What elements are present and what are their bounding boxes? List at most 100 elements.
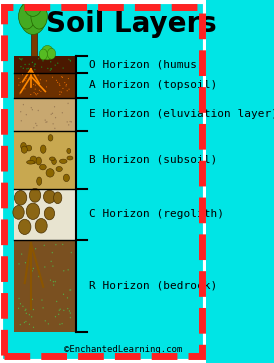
Ellipse shape: [20, 111, 21, 113]
Ellipse shape: [52, 77, 53, 78]
Ellipse shape: [28, 68, 29, 69]
Ellipse shape: [21, 120, 22, 122]
Ellipse shape: [23, 104, 24, 105]
Ellipse shape: [33, 327, 34, 328]
Ellipse shape: [52, 158, 56, 164]
Ellipse shape: [67, 297, 68, 299]
Ellipse shape: [36, 157, 41, 165]
Ellipse shape: [52, 265, 53, 267]
Ellipse shape: [59, 83, 60, 85]
Ellipse shape: [32, 109, 33, 110]
Ellipse shape: [29, 323, 30, 325]
Ellipse shape: [44, 245, 45, 246]
Ellipse shape: [25, 321, 27, 322]
Ellipse shape: [21, 59, 22, 61]
Ellipse shape: [36, 125, 38, 126]
Ellipse shape: [38, 58, 39, 60]
Ellipse shape: [34, 69, 35, 70]
Ellipse shape: [26, 313, 27, 314]
Ellipse shape: [19, 0, 46, 34]
Ellipse shape: [45, 122, 47, 123]
Ellipse shape: [33, 309, 34, 310]
Ellipse shape: [62, 244, 63, 245]
Ellipse shape: [54, 192, 62, 204]
Ellipse shape: [34, 65, 35, 67]
Ellipse shape: [35, 219, 47, 233]
Ellipse shape: [36, 94, 37, 95]
Ellipse shape: [32, 270, 33, 272]
Ellipse shape: [66, 84, 67, 85]
Ellipse shape: [67, 269, 69, 270]
Bar: [15, 98, 76, 131]
Ellipse shape: [20, 82, 21, 83]
Ellipse shape: [70, 289, 71, 291]
Ellipse shape: [71, 252, 72, 253]
Ellipse shape: [59, 323, 61, 325]
Ellipse shape: [35, 85, 36, 86]
Ellipse shape: [31, 279, 32, 281]
Ellipse shape: [28, 64, 30, 65]
Ellipse shape: [67, 308, 68, 309]
Ellipse shape: [52, 252, 53, 253]
Text: ©EnchantedLearning.com: ©EnchantedLearning.com: [64, 345, 183, 354]
Ellipse shape: [67, 148, 71, 154]
Ellipse shape: [20, 324, 21, 325]
Ellipse shape: [50, 61, 51, 62]
Ellipse shape: [61, 323, 63, 324]
Ellipse shape: [68, 89, 70, 90]
Ellipse shape: [21, 143, 26, 150]
Ellipse shape: [49, 157, 55, 160]
Ellipse shape: [51, 68, 52, 70]
Ellipse shape: [50, 280, 51, 281]
Ellipse shape: [21, 253, 22, 255]
Ellipse shape: [39, 164, 46, 170]
Ellipse shape: [45, 119, 46, 121]
Ellipse shape: [59, 85, 60, 86]
Ellipse shape: [55, 117, 56, 118]
Ellipse shape: [35, 123, 36, 124]
Ellipse shape: [64, 82, 65, 83]
Ellipse shape: [27, 160, 35, 164]
Ellipse shape: [41, 66, 42, 68]
Ellipse shape: [50, 58, 51, 60]
Ellipse shape: [33, 268, 34, 269]
Ellipse shape: [37, 93, 38, 94]
Ellipse shape: [57, 62, 58, 64]
Ellipse shape: [67, 156, 73, 160]
Ellipse shape: [62, 88, 64, 89]
Text: R Horizon (bedrock): R Horizon (bedrock): [89, 281, 217, 291]
Ellipse shape: [56, 80, 57, 81]
Bar: [31, 33, 37, 56]
Ellipse shape: [50, 68, 52, 69]
Bar: [15, 189, 76, 240]
Ellipse shape: [46, 121, 47, 123]
Ellipse shape: [55, 281, 56, 282]
Ellipse shape: [52, 113, 53, 114]
Ellipse shape: [71, 121, 72, 123]
Text: B Horizon (subsoil): B Horizon (subsoil): [89, 155, 217, 165]
Ellipse shape: [13, 205, 24, 219]
Ellipse shape: [63, 294, 64, 295]
Ellipse shape: [24, 80, 25, 81]
Ellipse shape: [61, 91, 62, 93]
Ellipse shape: [18, 85, 19, 86]
Ellipse shape: [55, 65, 56, 66]
Ellipse shape: [59, 94, 60, 95]
Ellipse shape: [26, 68, 27, 70]
Ellipse shape: [38, 110, 39, 111]
Ellipse shape: [42, 60, 44, 62]
Ellipse shape: [31, 107, 32, 109]
Ellipse shape: [53, 284, 54, 286]
Ellipse shape: [19, 58, 20, 59]
Ellipse shape: [35, 248, 36, 249]
Ellipse shape: [35, 64, 36, 65]
Ellipse shape: [37, 177, 42, 185]
Ellipse shape: [65, 85, 67, 86]
Ellipse shape: [33, 92, 35, 93]
Ellipse shape: [55, 316, 56, 317]
Ellipse shape: [41, 145, 46, 153]
Ellipse shape: [20, 66, 22, 68]
Ellipse shape: [30, 86, 31, 87]
Ellipse shape: [48, 135, 53, 141]
Ellipse shape: [69, 289, 70, 291]
